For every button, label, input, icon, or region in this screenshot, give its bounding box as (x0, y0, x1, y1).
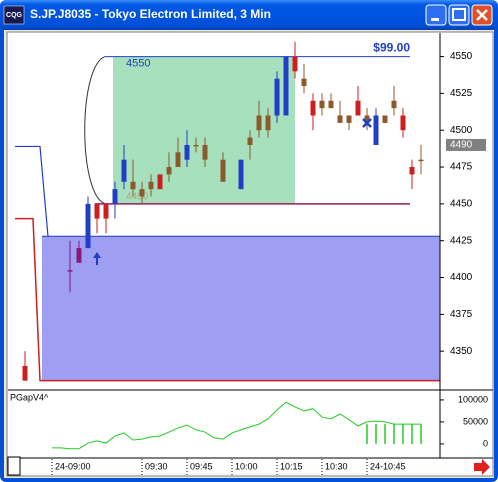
x-tick-label: 10:30 (325, 461, 348, 471)
title-bar (0, 0, 498, 30)
candle-body (193, 144, 199, 147)
y-tick-label: 0 (483, 438, 488, 448)
candle-body (328, 100, 334, 109)
candle-body (76, 248, 82, 263)
candle-body (310, 100, 316, 116)
range-zone (42, 236, 440, 381)
x-tick-label: 10:15 (280, 461, 303, 471)
close-icon (476, 9, 488, 21)
target-label: $99.00 (373, 41, 410, 55)
buy-arrow (93, 252, 101, 265)
y-tick-label: 4550 (450, 51, 473, 62)
candle-body (337, 115, 343, 123)
candle-body (301, 78, 307, 87)
indicator-title: PGapV4^ (10, 392, 49, 402)
y-tick-label: 4350 (450, 346, 473, 357)
candle-body (400, 115, 406, 131)
candle-body (247, 137, 253, 145)
window-buttons (425, 4, 493, 26)
candle-body (130, 181, 136, 190)
y-tick-label: 50000 (463, 416, 488, 426)
chart-layer: 4550 4450 $99.00 4350 4375 4400 4425 4450 4475 45… (7, 33, 493, 476)
scroll-thumb[interactable] (7, 456, 21, 476)
stop-label: 4450 (126, 192, 149, 203)
candle-body (157, 174, 163, 190)
candle-body (391, 100, 397, 109)
candle-body (265, 115, 271, 131)
x-tick-label: 10:00 (235, 461, 258, 471)
x-tick-label: 09:30 (145, 461, 168, 471)
candle-body (166, 167, 172, 175)
candle-body (94, 203, 100, 219)
candle-body (382, 115, 388, 123)
minimize-icon (431, 18, 439, 21)
candle-body (274, 78, 280, 116)
app-logo: CQG (6, 12, 23, 19)
candle-body (85, 203, 91, 249)
y-tick-label: 4475 (450, 162, 473, 173)
candle-body (103, 203, 109, 219)
step-line (15, 217, 440, 382)
exit-marker (362, 118, 372, 128)
candle-body (112, 189, 118, 204)
indicator-line (52, 401, 421, 450)
y-tick-label: 4425 (450, 235, 473, 246)
window-title: S.JP.J8035 - Tokyo Electron Limited, 3 M… (30, 7, 271, 21)
y-tick-label: 100000 (458, 394, 488, 404)
last-price-label: 4490 (450, 140, 473, 151)
candle-body (202, 144, 208, 160)
candle-body (256, 115, 262, 131)
candle-body (220, 159, 226, 182)
candle-body (175, 152, 181, 168)
candle-body (346, 115, 352, 123)
last-price-box (446, 138, 486, 151)
y-tick-label: 4525 (450, 88, 473, 99)
candle-body (238, 159, 244, 190)
candle-body (22, 365, 28, 381)
candle-body (121, 159, 127, 182)
candle-body (67, 270, 73, 272)
candle-body (364, 115, 370, 123)
step-line (15, 145, 49, 237)
y-tick-label: 4500 (450, 125, 473, 136)
maximize-icon (452, 8, 466, 21)
candle-body (373, 115, 379, 145)
candle-body (139, 189, 145, 197)
candle-body (355, 100, 361, 116)
x-tick-label: 24-09:00 (55, 461, 91, 471)
candle-body (319, 100, 325, 109)
candle-body (148, 181, 154, 190)
candle-body (409, 167, 415, 175)
y-tick-label: 4375 (450, 309, 473, 320)
scroll-right-arrow[interactable] (474, 459, 490, 475)
candle-body (292, 56, 298, 72)
x-tick-label: 09:45 (190, 461, 213, 471)
zone-bracket (84, 56, 106, 205)
target-zone (113, 56, 295, 204)
app-icon (3, 5, 25, 25)
minimize-button[interactable] (425, 4, 447, 26)
y-tick-label: 4400 (450, 272, 473, 283)
y-tick-label: 4450 (450, 199, 473, 210)
x-tick-label: 24-10:45 (370, 461, 406, 471)
candle-body (418, 159, 424, 162)
zone-label: 4550 (126, 57, 150, 69)
candle-body (283, 56, 289, 116)
candle-body (184, 144, 190, 160)
